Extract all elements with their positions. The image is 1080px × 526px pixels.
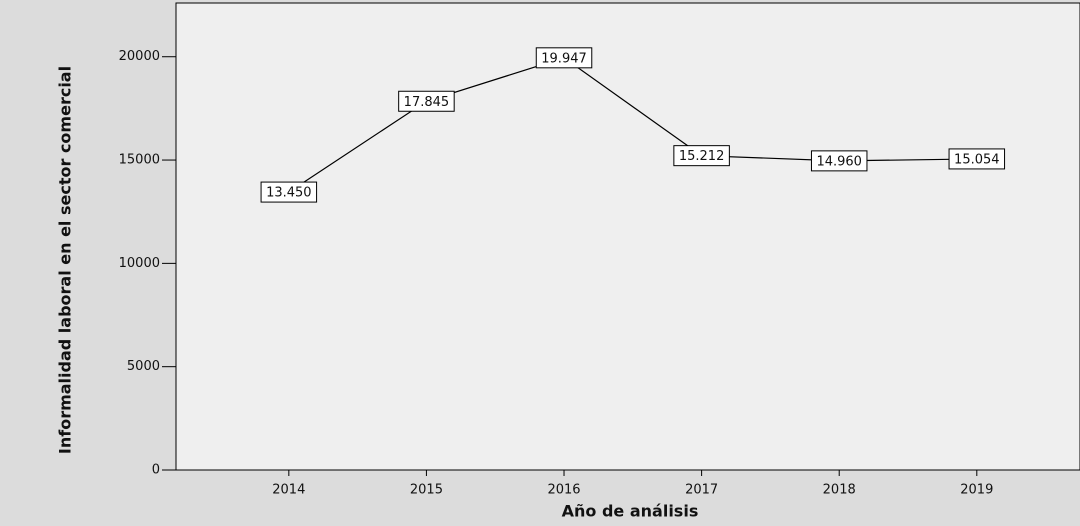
x-tick-label: 2018	[823, 483, 856, 498]
data-label-box	[948, 148, 1006, 170]
x-tick-label: 2017	[685, 483, 718, 498]
y-axis-title: Informalidad laboral en el sector comerc…	[56, 66, 75, 454]
x-tick-label: 2014	[272, 483, 305, 498]
data-label-box	[535, 47, 593, 69]
data-label: 19.947	[541, 51, 587, 66]
x-axis-title: Año de análisis	[562, 502, 699, 521]
y-tick-label: 10000	[119, 256, 160, 271]
x-tick-label: 2015	[410, 483, 443, 498]
data-label-box	[810, 150, 868, 172]
data-label: 17.845	[404, 95, 450, 110]
y-tick-label: 5000	[127, 359, 160, 374]
y-tick-label: 15000	[119, 153, 160, 168]
data-label-box	[260, 181, 318, 203]
data-label-box	[673, 145, 730, 167]
x-tick-label: 2016	[547, 483, 580, 498]
data-label: 13.450	[266, 186, 312, 201]
plot-area	[175, 2, 1080, 471]
data-label: 15.054	[954, 152, 1000, 167]
y-tick-label: 20000	[119, 49, 160, 64]
data-label: 15.212	[679, 149, 725, 164]
y-tick-label: 0	[152, 463, 160, 478]
data-label-box	[398, 90, 455, 112]
x-tick-label: 2019	[960, 483, 993, 498]
data-label: 14.960	[816, 154, 862, 169]
